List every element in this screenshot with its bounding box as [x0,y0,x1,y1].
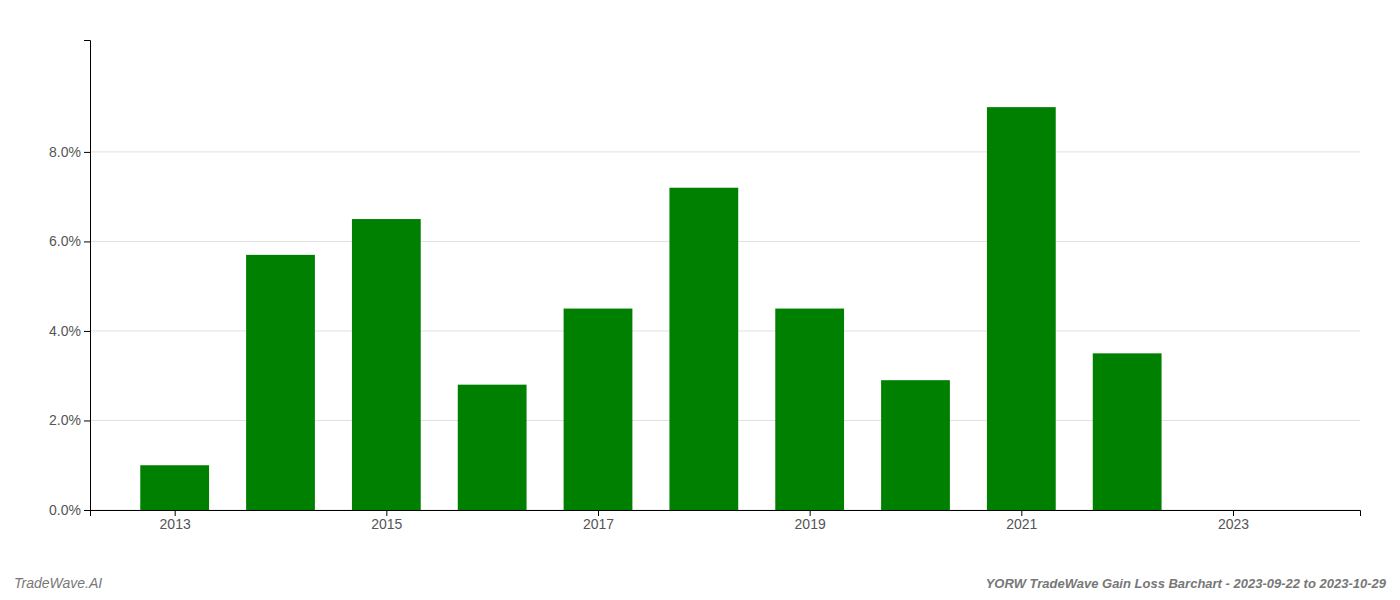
x-tick-label: 2015 [371,516,402,532]
bar [564,309,633,510]
y-tick-mark [84,510,90,511]
y-tick: 0.0% [49,502,90,518]
chart: 0.0% 2.0% 4.0% 6.0% 8.0% 2013 2015 2017 2019 2021… [0,0,1400,600]
x-tick-label: 2021 [1006,516,1037,532]
grid-line [90,151,1360,152]
y-tick-label: 4.0% [49,323,81,339]
y-tick: 6.0% [49,233,90,249]
x-tick-label: 2013 [160,516,191,532]
x-tick-label: 2017 [583,516,614,532]
x-tick: 2017 [583,510,614,532]
grid [90,152,1360,510]
y-tick: 8.0% [49,144,90,160]
x-axis-line [91,511,1361,517]
x-axis: 2013 2015 2017 2019 2021 2023 [91,510,1361,532]
title: YORW TradeWave Gain Loss Barchart - 2023… [986,576,1387,591]
y-tick-label: 2.0% [49,412,81,428]
bar [881,380,950,510]
y-tick-label: 0.0% [49,502,81,518]
y-axis: 0.0% 2.0% 4.0% 6.0% 8.0% [49,41,90,518]
bar [458,385,527,510]
y-tick-mark [84,152,90,153]
watermark: TradeWave.AI [14,575,102,591]
y-tick-label: 6.0% [49,233,81,249]
x-tick: 2021 [1006,510,1037,532]
bar [352,219,421,510]
x-tick: 2023 [1218,510,1249,532]
y-tick-label: 8.0% [49,144,81,160]
x-tick: 2019 [795,510,826,532]
x-tick-label: 2023 [1218,516,1249,532]
bar [1093,353,1162,510]
y-tick-mark [84,420,90,421]
y-tick-mark [84,331,90,332]
x-tick: 2013 [160,510,191,532]
y-tick: 4.0% [49,323,90,339]
y-tick-mark [84,241,90,242]
bar [246,255,315,510]
plot-area [140,107,1161,510]
x-tick: 2015 [371,510,402,532]
y-tick: 2.0% [49,412,90,428]
y-axis-line [84,41,91,511]
bar [987,107,1056,510]
x-tick-label: 2019 [795,516,826,532]
bar [775,309,844,510]
bar [140,465,209,510]
bar [669,188,738,510]
